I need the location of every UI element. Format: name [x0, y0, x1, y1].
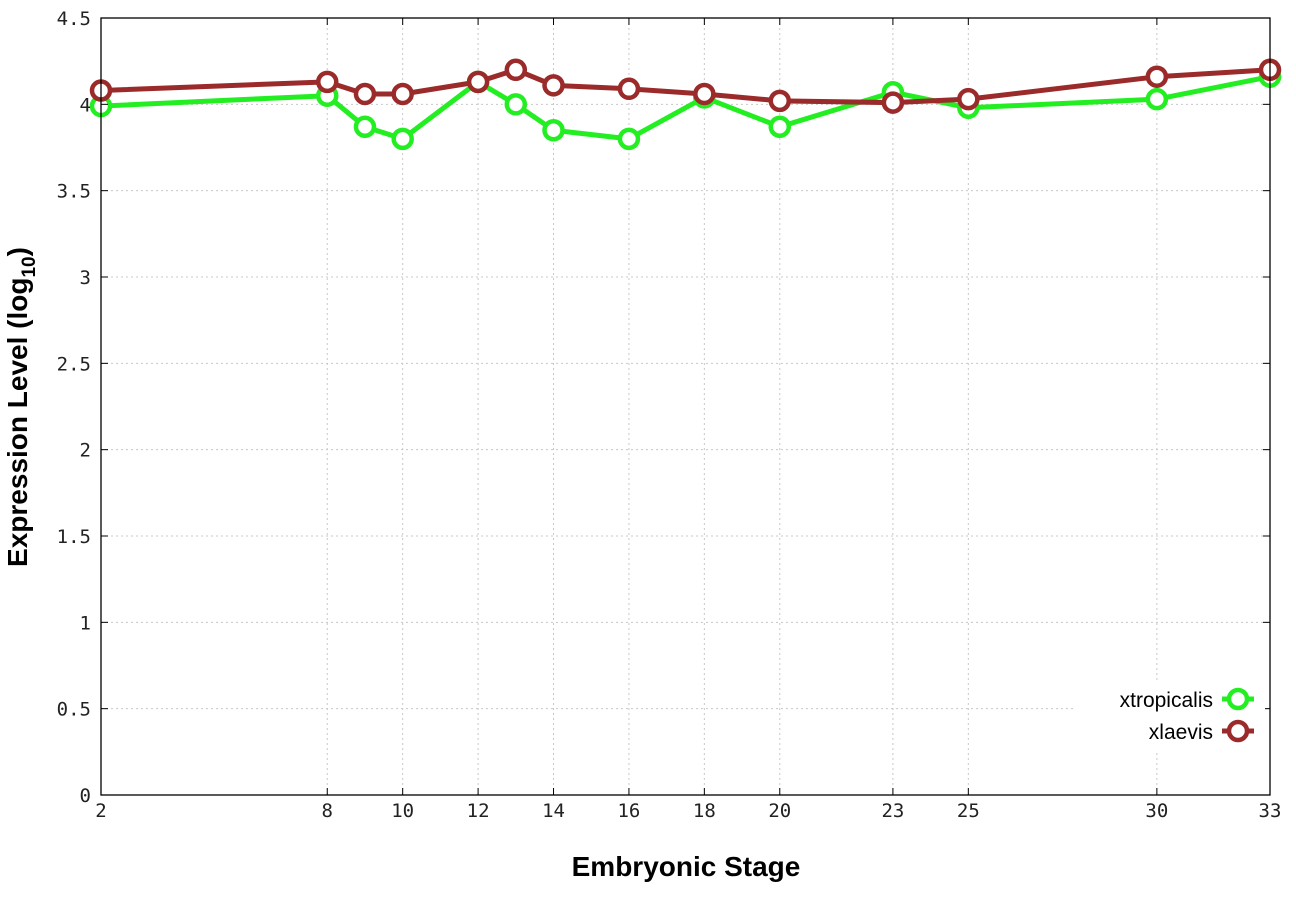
y-tick-label: 1.5: [57, 526, 91, 548]
y-tick-label: 0.5: [57, 699, 91, 721]
data-point-xlaevis: [316, 70, 339, 94]
legend: xtropicalis xlaevis: [1075, 680, 1265, 750]
data-point-xtropicalis: [1145, 87, 1169, 111]
plot-frame: [100, 17, 1271, 796]
data-point-xlaevis: [957, 87, 980, 111]
y-tick-label: 2: [80, 440, 91, 462]
y-tick-label: 4: [80, 94, 91, 116]
data-point-xtropicalis: [617, 127, 641, 151]
x-tick-label: 8: [322, 800, 333, 822]
x-tick-label: 25: [957, 800, 980, 822]
data-point-xlaevis: [881, 91, 905, 114]
x-tick-label: 12: [467, 800, 490, 822]
data-point-xlaevis: [693, 82, 716, 106]
legend-label: xlaevis: [1149, 721, 1213, 744]
grid-lines: [101, 18, 1270, 795]
x-axis-title: Embryonic Stage: [572, 851, 801, 882]
y-axis-title-main: Expression Level (log: [2, 278, 33, 567]
legend-swatch-marker: [1226, 687, 1250, 711]
legend-swatch-marker: [1226, 719, 1250, 743]
x-tick-label: 16: [617, 800, 640, 822]
y-axis-title: Expression Level (log10): [2, 247, 40, 567]
data-point-xlaevis: [353, 82, 377, 106]
x-tick-label: 33: [1259, 800, 1282, 822]
data-point-xlaevis: [617, 77, 641, 101]
y-tick-label: 3.5: [57, 181, 91, 203]
data-point-xlaevis: [466, 70, 490, 94]
data-point-xlaevis: [504, 58, 528, 82]
x-tick-label: 2: [95, 800, 106, 822]
data-point-xlaevis: [542, 74, 565, 97]
y-tick-label: 2.5: [57, 353, 91, 375]
data-point-xlaevis: [391, 82, 414, 106]
y-tick-label: 1: [80, 612, 91, 634]
x-tick-label: 14: [542, 800, 565, 822]
data-point-xtropicalis: [504, 93, 528, 116]
data-point-xlaevis: [1145, 65, 1169, 88]
x-tick-label: 10: [391, 800, 414, 822]
data-point-xlaevis: [768, 89, 792, 113]
x-tick-label: 18: [693, 800, 716, 822]
x-tick-label: 23: [881, 800, 904, 822]
data-point-xtropicalis: [391, 127, 414, 151]
data-point-xtropicalis: [542, 118, 565, 142]
y-axis-title-close: ): [2, 247, 33, 256]
legend-label: xtropicalis: [1120, 689, 1213, 712]
plot-series: [89, 58, 1282, 151]
y-tick-label: 4.5: [57, 8, 91, 30]
x-tick-label: 20: [768, 800, 791, 822]
x-tick-label: 30: [1145, 800, 1168, 822]
y-axis-title-subscript: 10: [19, 256, 40, 277]
data-point-xtropicalis: [768, 115, 792, 139]
data-point-xtropicalis: [353, 115, 377, 139]
y-tick-label: 0: [80, 785, 91, 807]
y-tick-label: 3: [80, 267, 91, 289]
axis-ticks: 0 0.5 1 1.5 2 2.5 3 3.5 4 4.5 2 8 10 12 14 16 18 20 23 25 30…: [57, 8, 1282, 822]
